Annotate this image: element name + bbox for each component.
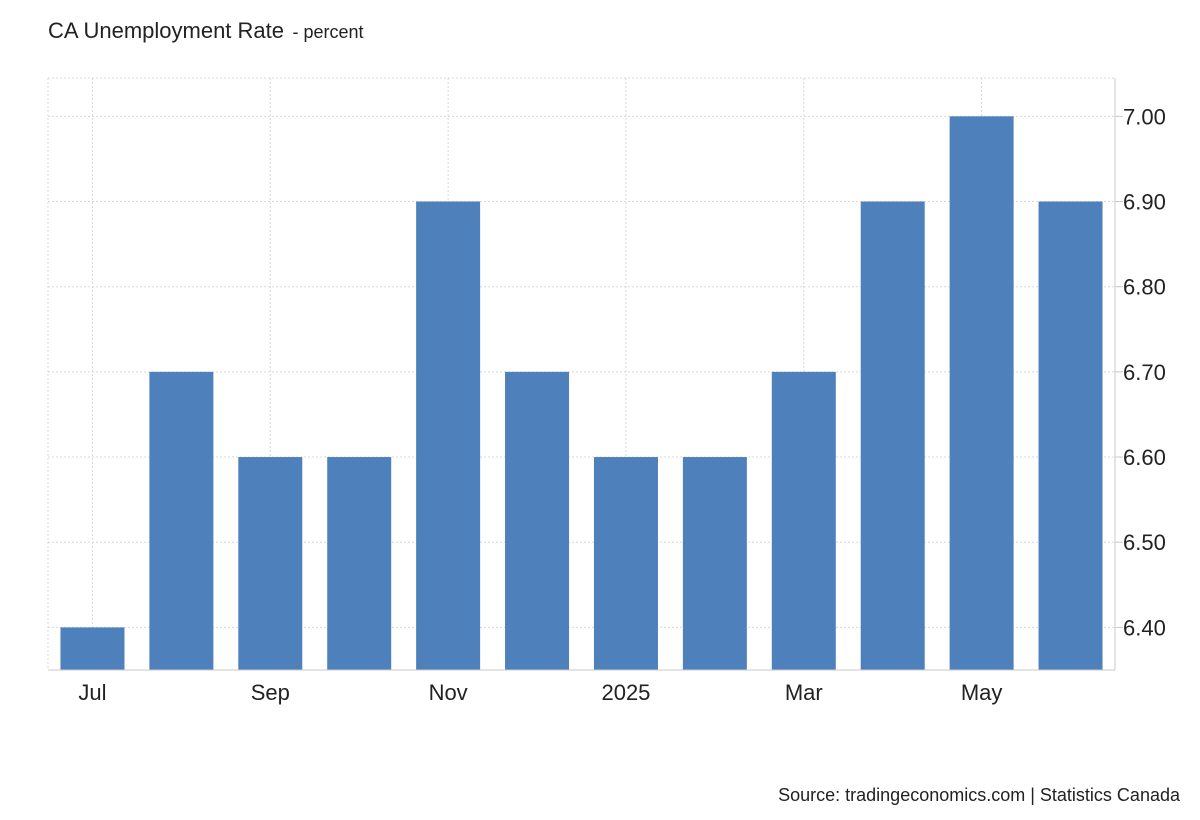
x-tick-label: Jul (78, 680, 106, 705)
bar-2025-01[interactable] (593, 457, 658, 670)
x-tick-label: Sep (251, 680, 290, 705)
y-tick-label: 6.40 (1123, 615, 1166, 640)
axis-layer (48, 78, 1123, 671)
bar-2024-08[interactable] (149, 371, 214, 670)
bar-2024-11[interactable] (416, 201, 481, 670)
y-tick-label: 7.00 (1123, 104, 1166, 129)
chart-unit-label: - percent (292, 22, 364, 42)
y-tick-label: 6.50 (1123, 530, 1166, 555)
bar-2024-09[interactable] (238, 457, 303, 670)
chart-title: CA Unemployment Rate (48, 18, 284, 43)
x-tick-label: Nov (429, 680, 468, 705)
bar-2024-12[interactable] (505, 371, 570, 670)
x-tick-label: Mar (785, 680, 823, 705)
chart-source: Source: tradingeconomics.com | Statistic… (778, 785, 1180, 805)
bar-2024-10[interactable] (327, 457, 392, 670)
bar-2025-02[interactable] (682, 457, 747, 670)
y-tick-label: 6.80 (1123, 275, 1166, 300)
chart-title-block: CA Unemployment Rate - percent (48, 18, 364, 44)
bars-layer (60, 116, 1103, 670)
x-tick-labels: Jul Sep Nov 2025 Mar May (78, 680, 1002, 705)
x-tick-label: 2025 (601, 680, 650, 705)
x-tick-label: May (961, 680, 1003, 705)
bar-2025-06[interactable] (1038, 201, 1103, 670)
bar-2025-03[interactable] (771, 371, 836, 670)
bar-2025-04[interactable] (860, 201, 925, 670)
y-tick-label: 6.90 (1123, 190, 1166, 215)
y-tick-label: 6.70 (1123, 360, 1166, 385)
bar-2025-05[interactable] (949, 116, 1014, 670)
y-tick-labels: 6.40 6.50 6.60 6.70 6.80 6.90 7.00 (1123, 104, 1166, 640)
y-tick-label: 6.60 (1123, 445, 1166, 470)
bar-2024-07[interactable] (60, 627, 125, 670)
